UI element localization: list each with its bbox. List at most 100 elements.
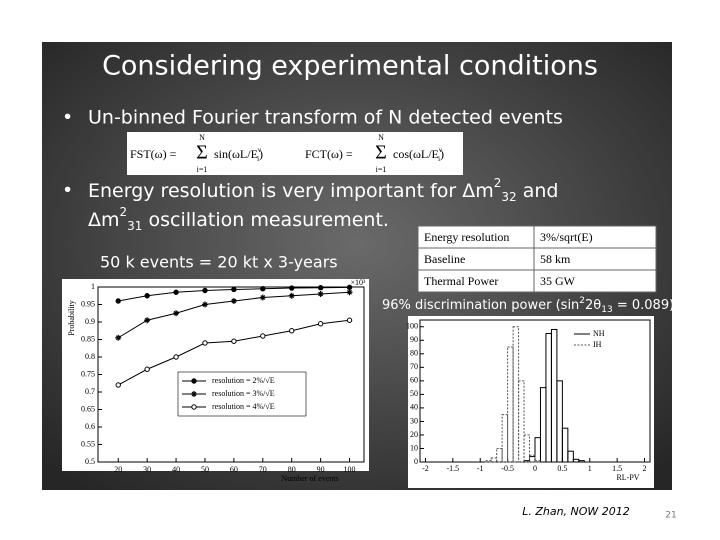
legend-label: NH [593, 329, 605, 338]
histogram-bar [490, 457, 498, 463]
x-axis-label: Number of events [281, 474, 338, 483]
y-tick-label: 60 [410, 376, 418, 385]
marker [231, 286, 237, 293]
marker [317, 321, 324, 327]
formula-part: Σ [196, 142, 208, 164]
marker [115, 298, 121, 304]
bullet-text: Un-binned Fourier transform of N detecte… [88, 107, 563, 129]
y-tick-label: 0.65 [81, 404, 95, 413]
formula-part: Σ [375, 142, 387, 164]
formula-part: sin(ωL/E [214, 147, 258, 161]
x-tick-label: -2 [422, 464, 429, 473]
histogram-bar [523, 434, 531, 463]
table-cell: Energy resolution [424, 230, 509, 244]
superscript: 2 [120, 205, 128, 219]
formula-part: FCT(ω) = [305, 147, 353, 161]
x-tick-label: 80 [288, 465, 296, 474]
marker [260, 286, 266, 292]
legend-label: resolution = 3%/√E [212, 389, 275, 398]
text-part: 2θ [585, 298, 601, 313]
formula-part: cos(ωL/Eν i) [393, 146, 444, 163]
formula-part: ) [259, 147, 263, 161]
marker [317, 291, 324, 297]
x-tick-label: -1.5 [447, 464, 460, 473]
formula-part: i [257, 155, 259, 163]
marker [173, 354, 179, 360]
histogram-bar [529, 454, 536, 463]
x-tick-label: 50 [201, 465, 209, 474]
formula-part: N [378, 133, 384, 142]
x-tick-label: 90 [317, 465, 325, 474]
y-tick-label: 0.75 [81, 369, 95, 378]
table-frame [417, 225, 657, 293]
marker [260, 333, 266, 339]
text-part: and [517, 180, 559, 202]
slide-title: Considering experimental conditions [102, 51, 598, 82]
marker [202, 287, 208, 294]
histogram-bar [507, 346, 514, 463]
formula-part: N [199, 133, 205, 142]
marker [201, 301, 208, 308]
y-tick-label: 90 [410, 335, 418, 344]
marker [259, 294, 266, 301]
marker [289, 328, 295, 334]
subscript: 13 [601, 305, 612, 315]
x-tick-label: 70 [259, 465, 267, 474]
bullet: • [62, 180, 73, 202]
histogram-bar [578, 460, 585, 463]
histogram-bar [561, 427, 569, 463]
marker [289, 285, 295, 291]
legend-label: resolution = 2%/√E [212, 376, 275, 385]
bullet-text: Δm231 oscillation measurement. [88, 205, 389, 233]
marker [230, 298, 237, 304]
table-cell: Baseline [424, 252, 465, 266]
x-tick-label: 0.5 [557, 464, 567, 473]
formula-part: ν [439, 146, 442, 154]
text-part: 96% discrimination power (sin [382, 298, 579, 313]
marker [173, 289, 179, 295]
bullet: • [62, 107, 73, 129]
x-tick-label: 30 [143, 465, 151, 474]
marker [191, 391, 197, 397]
y-tick-label: 40 [410, 403, 418, 412]
subscript: 31 [127, 219, 142, 233]
legend-label: resolution = 4%/√E [212, 402, 275, 411]
y-tick-label: 0.95 [81, 299, 95, 308]
y-tick-label: 0.8 [85, 352, 95, 361]
y-tick-label: 0.5 [85, 457, 95, 466]
y-tick-label: 80 [410, 349, 418, 358]
events-note: 50 k events = 20 kt x 3-years [100, 253, 338, 272]
marker [202, 340, 208, 346]
marker [144, 317, 151, 324]
formula-part: sin(ωL/Eν i) [214, 146, 263, 163]
y-tick-label: 50 [410, 389, 418, 398]
x-axis-unit: ×10³ [351, 278, 367, 287]
text-part: Δm [88, 209, 120, 231]
formula-part: ) [440, 147, 444, 161]
text-part: = 0.089) [613, 298, 674, 313]
bullet-text: Energy resolution is very important for … [88, 176, 558, 204]
table-cell: 58 km [540, 252, 571, 266]
marker [346, 317, 353, 323]
marker [191, 404, 197, 410]
y-tick-label: 30 [410, 416, 418, 425]
y-tick-label: 0.7 [85, 387, 95, 396]
superscript: 2 [579, 296, 585, 306]
y-tick-label: 1 [91, 282, 95, 291]
subscript: 32 [501, 190, 516, 204]
formula-part: i=1 [197, 165, 208, 174]
formula-box [127, 132, 463, 175]
x-tick-label: 2 [643, 464, 647, 473]
legend-label: IH [593, 340, 602, 349]
y-tick-label: 20 [410, 430, 418, 439]
table-cell: 35 GW [540, 274, 576, 288]
histogram-bar [501, 414, 509, 463]
x-tick-label: 100 [344, 465, 356, 474]
formula-part: i=1 [376, 165, 387, 174]
histogram-bar [512, 326, 520, 463]
table-cell: 3%/sqrt(E) [540, 230, 593, 244]
formula-part: cos(ωL/E [393, 147, 439, 161]
superscript: 2 [494, 176, 502, 190]
